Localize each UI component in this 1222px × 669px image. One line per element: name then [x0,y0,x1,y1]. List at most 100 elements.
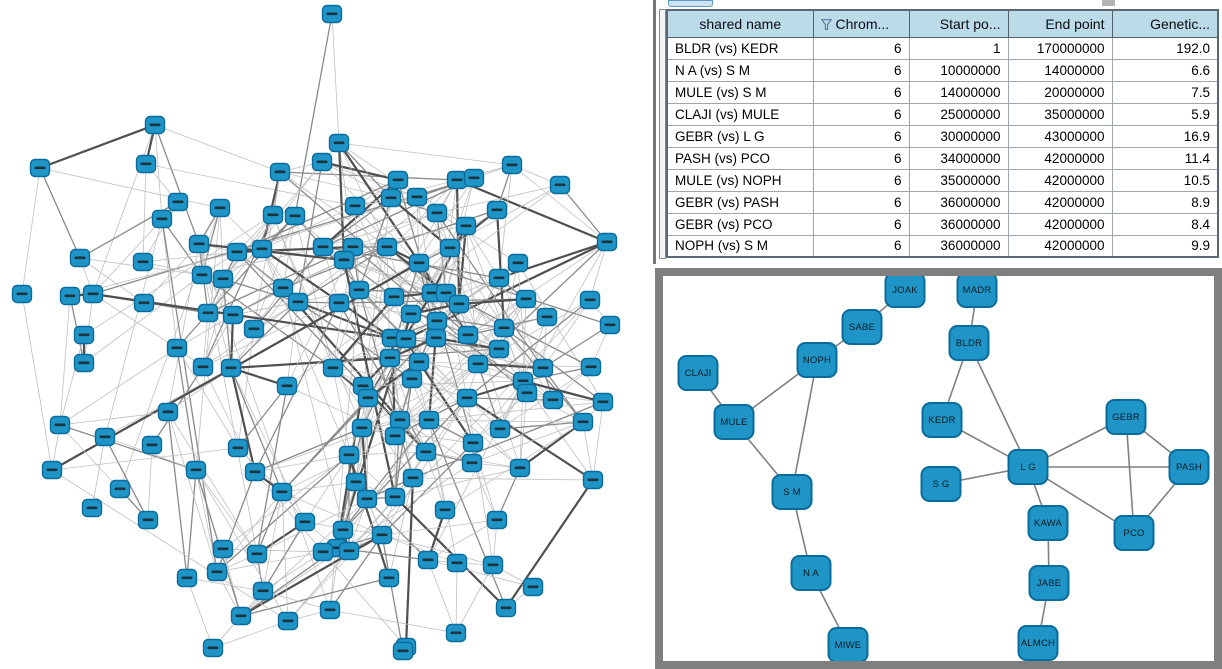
overview-edge[interactable] [59,295,71,426]
subnetwork-node-kedr[interactable]: KEDR [921,402,963,438]
subnetwork-node-claji[interactable]: CLAJI [677,355,719,391]
subnetwork-node-noph[interactable]: NOPH [796,342,838,378]
overview-edge[interactable] [498,164,513,279]
overview-edge[interactable] [519,392,528,469]
overview-edge[interactable] [201,207,221,276]
overview-edge[interactable] [237,385,288,449]
overview-edge[interactable] [427,519,498,561]
overview-edge[interactable] [322,197,392,248]
subnetwork-node-pash[interactable]: PASH [1168,449,1210,485]
overview-edge[interactable] [467,262,519,336]
overview-edge[interactable] [154,124,200,245]
subnetwork-node-miwe[interactable]: MIWE [827,627,869,661]
overview-edge[interactable] [198,243,331,611]
overview-edge[interactable] [287,550,350,622]
overview-edge[interactable] [338,142,513,166]
overview-edge[interactable] [51,447,239,471]
overview-edge[interactable] [322,212,438,248]
overview-edge[interactable] [342,419,430,531]
overview-edge[interactable] [436,212,519,264]
overview-edge[interactable] [176,347,197,471]
overview-edge[interactable] [262,521,306,592]
overview-edge[interactable] [237,328,255,449]
subnetwork-node-madr[interactable]: MADR [956,276,998,308]
table-row[interactable]: GEBR (vs) PCO 6 36000000 42000000 8.4 [666,212,1219,236]
table-row[interactable]: BLDR (vs) KEDR 6 1 170000000 192.0 [666,36,1219,60]
overview-edge[interactable] [145,163,356,207]
overview-edge[interactable] [256,385,288,555]
overview-edge[interactable] [104,367,232,438]
overview-edge[interactable] [59,347,178,426]
overview-edge[interactable] [21,293,53,471]
overview-edge[interactable] [39,167,81,259]
overview-edge[interactable] [427,559,457,634]
overview-edge[interactable] [418,209,498,264]
overview-edge[interactable] [338,142,354,248]
overview-edge[interactable] [142,201,179,263]
table-row[interactable]: GEBR (vs) L G 6 30000000 43000000 16.9 [666,124,1219,148]
overview-edge[interactable] [286,246,354,387]
overview-edge[interactable] [329,609,457,634]
overview-edge[interactable] [499,421,584,430]
overview-edge[interactable] [254,454,350,473]
overview-edge[interactable] [503,327,604,403]
overview-edge[interactable] [176,347,239,449]
overview-edge[interactable] [522,316,548,382]
overview-edge[interactable] [216,551,324,573]
overview-edge[interactable] [399,363,479,421]
subnetwork-node-pco[interactable]: PCO [1113,515,1155,551]
overview-edge[interactable] [279,171,458,181]
overview-edge[interactable] [222,548,324,553]
overview-edge[interactable] [458,297,527,306]
overview-edge[interactable] [404,477,415,648]
overview-edge[interactable] [286,385,396,437]
subnetwork-node-s-g[interactable]: S G [920,466,962,502]
overview-edge[interactable] [254,419,401,473]
overview-edge[interactable] [282,246,388,289]
table-row[interactable]: N A (vs) S M 6 10000000 14000000 6.6 [666,58,1219,82]
column-header-genetic[interactable]: Genetic... [1111,9,1219,38]
overview-edge[interactable] [435,316,548,339]
overview-edge[interactable] [294,13,333,217]
overview-edge[interactable] [229,367,257,473]
table-row[interactable]: CLAJI (vs) MULE 6 25000000 35000000 5.9 [666,102,1219,126]
overview-edge[interactable] [394,496,507,609]
overview-edge[interactable] [381,534,404,652]
overview-edge[interactable] [331,13,340,144]
overview-edge[interactable] [286,301,299,387]
overview-edge[interactable] [410,313,505,329]
overview-edge[interactable] [361,363,479,429]
overview-edge[interactable] [143,243,200,304]
subnetwork-edge-bldr-l-g[interactable] [968,342,1029,468]
overview-edge[interactable] [381,519,498,536]
overview-edge[interactable] [425,451,446,511]
overview-edge[interactable] [230,367,283,493]
overview-edge[interactable] [399,397,468,421]
overview-edge[interactable] [230,301,299,369]
overview-edge[interactable] [261,205,356,250]
subnetwork-node-jabe[interactable]: JABE [1028,565,1070,601]
overview-edge[interactable] [445,262,519,294]
hscrollbar-thumb-fragment[interactable] [668,0,713,7]
overview-edge[interactable] [79,257,145,304]
overview-edge[interactable] [559,184,608,243]
overview-edge[interactable] [592,401,604,481]
overview-edge[interactable] [397,179,467,227]
overview-edge[interactable] [91,436,106,509]
overview-edge[interactable] [161,218,218,573]
overview-edge[interactable] [147,444,153,521]
subnetwork-node-bldr[interactable]: BLDR [948,325,990,361]
overview-edge[interactable] [281,397,369,493]
overview-edge[interactable] [517,262,528,394]
subnetwork-node-almch[interactable]: ALMCH [1017,625,1059,661]
overview-edge[interactable] [332,247,451,369]
subnetwork-node-s-m[interactable]: S M [771,474,813,510]
table-row[interactable]: NOPH (vs) S M 6 36000000 42000000 9.9 [666,234,1219,258]
overview-edge[interactable] [83,214,274,336]
subnetwork-node-kawa[interactable]: KAWA [1027,505,1069,541]
subnetwork-node-n-a[interactable]: N A [790,555,832,591]
overview-edge[interactable] [471,462,498,521]
overview-edge[interactable] [186,577,214,649]
overview-edge[interactable] [455,562,458,634]
overview-edge[interactable] [522,379,604,404]
